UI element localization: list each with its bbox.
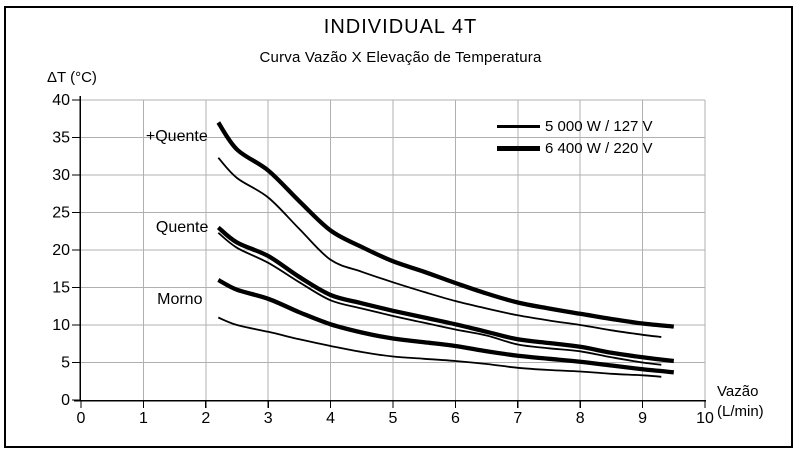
curve-label-mais-quente: +Quente [145, 128, 208, 146]
y-tick-label: 0 [61, 392, 70, 409]
x-axis-label-line2: (L/min) [717, 403, 764, 420]
x-tick-label: 10 [696, 410, 714, 427]
x-tick-label: 3 [264, 410, 273, 427]
y-tick-label: 35 [52, 130, 70, 147]
x-axis-label: Vazão (L/min) [717, 382, 764, 422]
legend-label-6400w: 6 400 W / 220 V [545, 139, 653, 157]
y-tick-label: 40 [52, 92, 70, 109]
legend-entry-5000w: 5 000 W / 127 V [497, 115, 653, 137]
curve-morno-thick [217, 278, 675, 375]
chart-subtitle: Curva Vazão X Elevação de Temperatura [259, 49, 542, 66]
x-tick-label: 2 [201, 410, 210, 427]
y-axis-label: ΔT (°C) [47, 69, 97, 86]
legend-entry-6400w: 6 400 W / 220 V [497, 137, 653, 159]
x-tick-label: 0 [77, 410, 86, 427]
x-tick-label: 4 [326, 410, 335, 427]
curve-quente-thick [216, 225, 675, 364]
y-tick-label: 15 [52, 280, 70, 297]
x-tick-label: 5 [389, 410, 398, 427]
curve-mais-quente-thick [216, 121, 675, 329]
curve-label-quente: Quente [155, 219, 209, 236]
x-tick-label: 8 [576, 410, 585, 427]
x-tick-label: 6 [451, 410, 460, 427]
y-tick-label: 25 [52, 205, 70, 222]
x-tick-label: 1 [139, 410, 148, 427]
y-tick-label: 10 [52, 317, 70, 334]
curve-morno-thin [217, 316, 662, 378]
chart-frame [4, 6, 793, 448]
y-tick-label: 5 [61, 355, 70, 372]
legend-line-thin [497, 124, 540, 128]
legend-line-thick [497, 145, 540, 151]
curve-label-morno: Morno [157, 291, 203, 308]
curve-mais-quente-thin [217, 157, 662, 338]
x-tick-label: 9 [638, 410, 647, 427]
y-tick-label: 20 [52, 242, 70, 259]
y-tick-label: 30 [52, 167, 70, 184]
legend-label-5000w: 5 000 W / 127 V [545, 117, 653, 135]
chart-title: INDIVIDUAL 4T [323, 16, 478, 38]
legend: 5 000 W / 127 V 6 400 W / 220 V [497, 115, 653, 159]
curve-quente-thin [217, 232, 662, 366]
x-axis-label-line1: Vazão [717, 383, 759, 400]
x-tick-label: 7 [513, 410, 522, 427]
